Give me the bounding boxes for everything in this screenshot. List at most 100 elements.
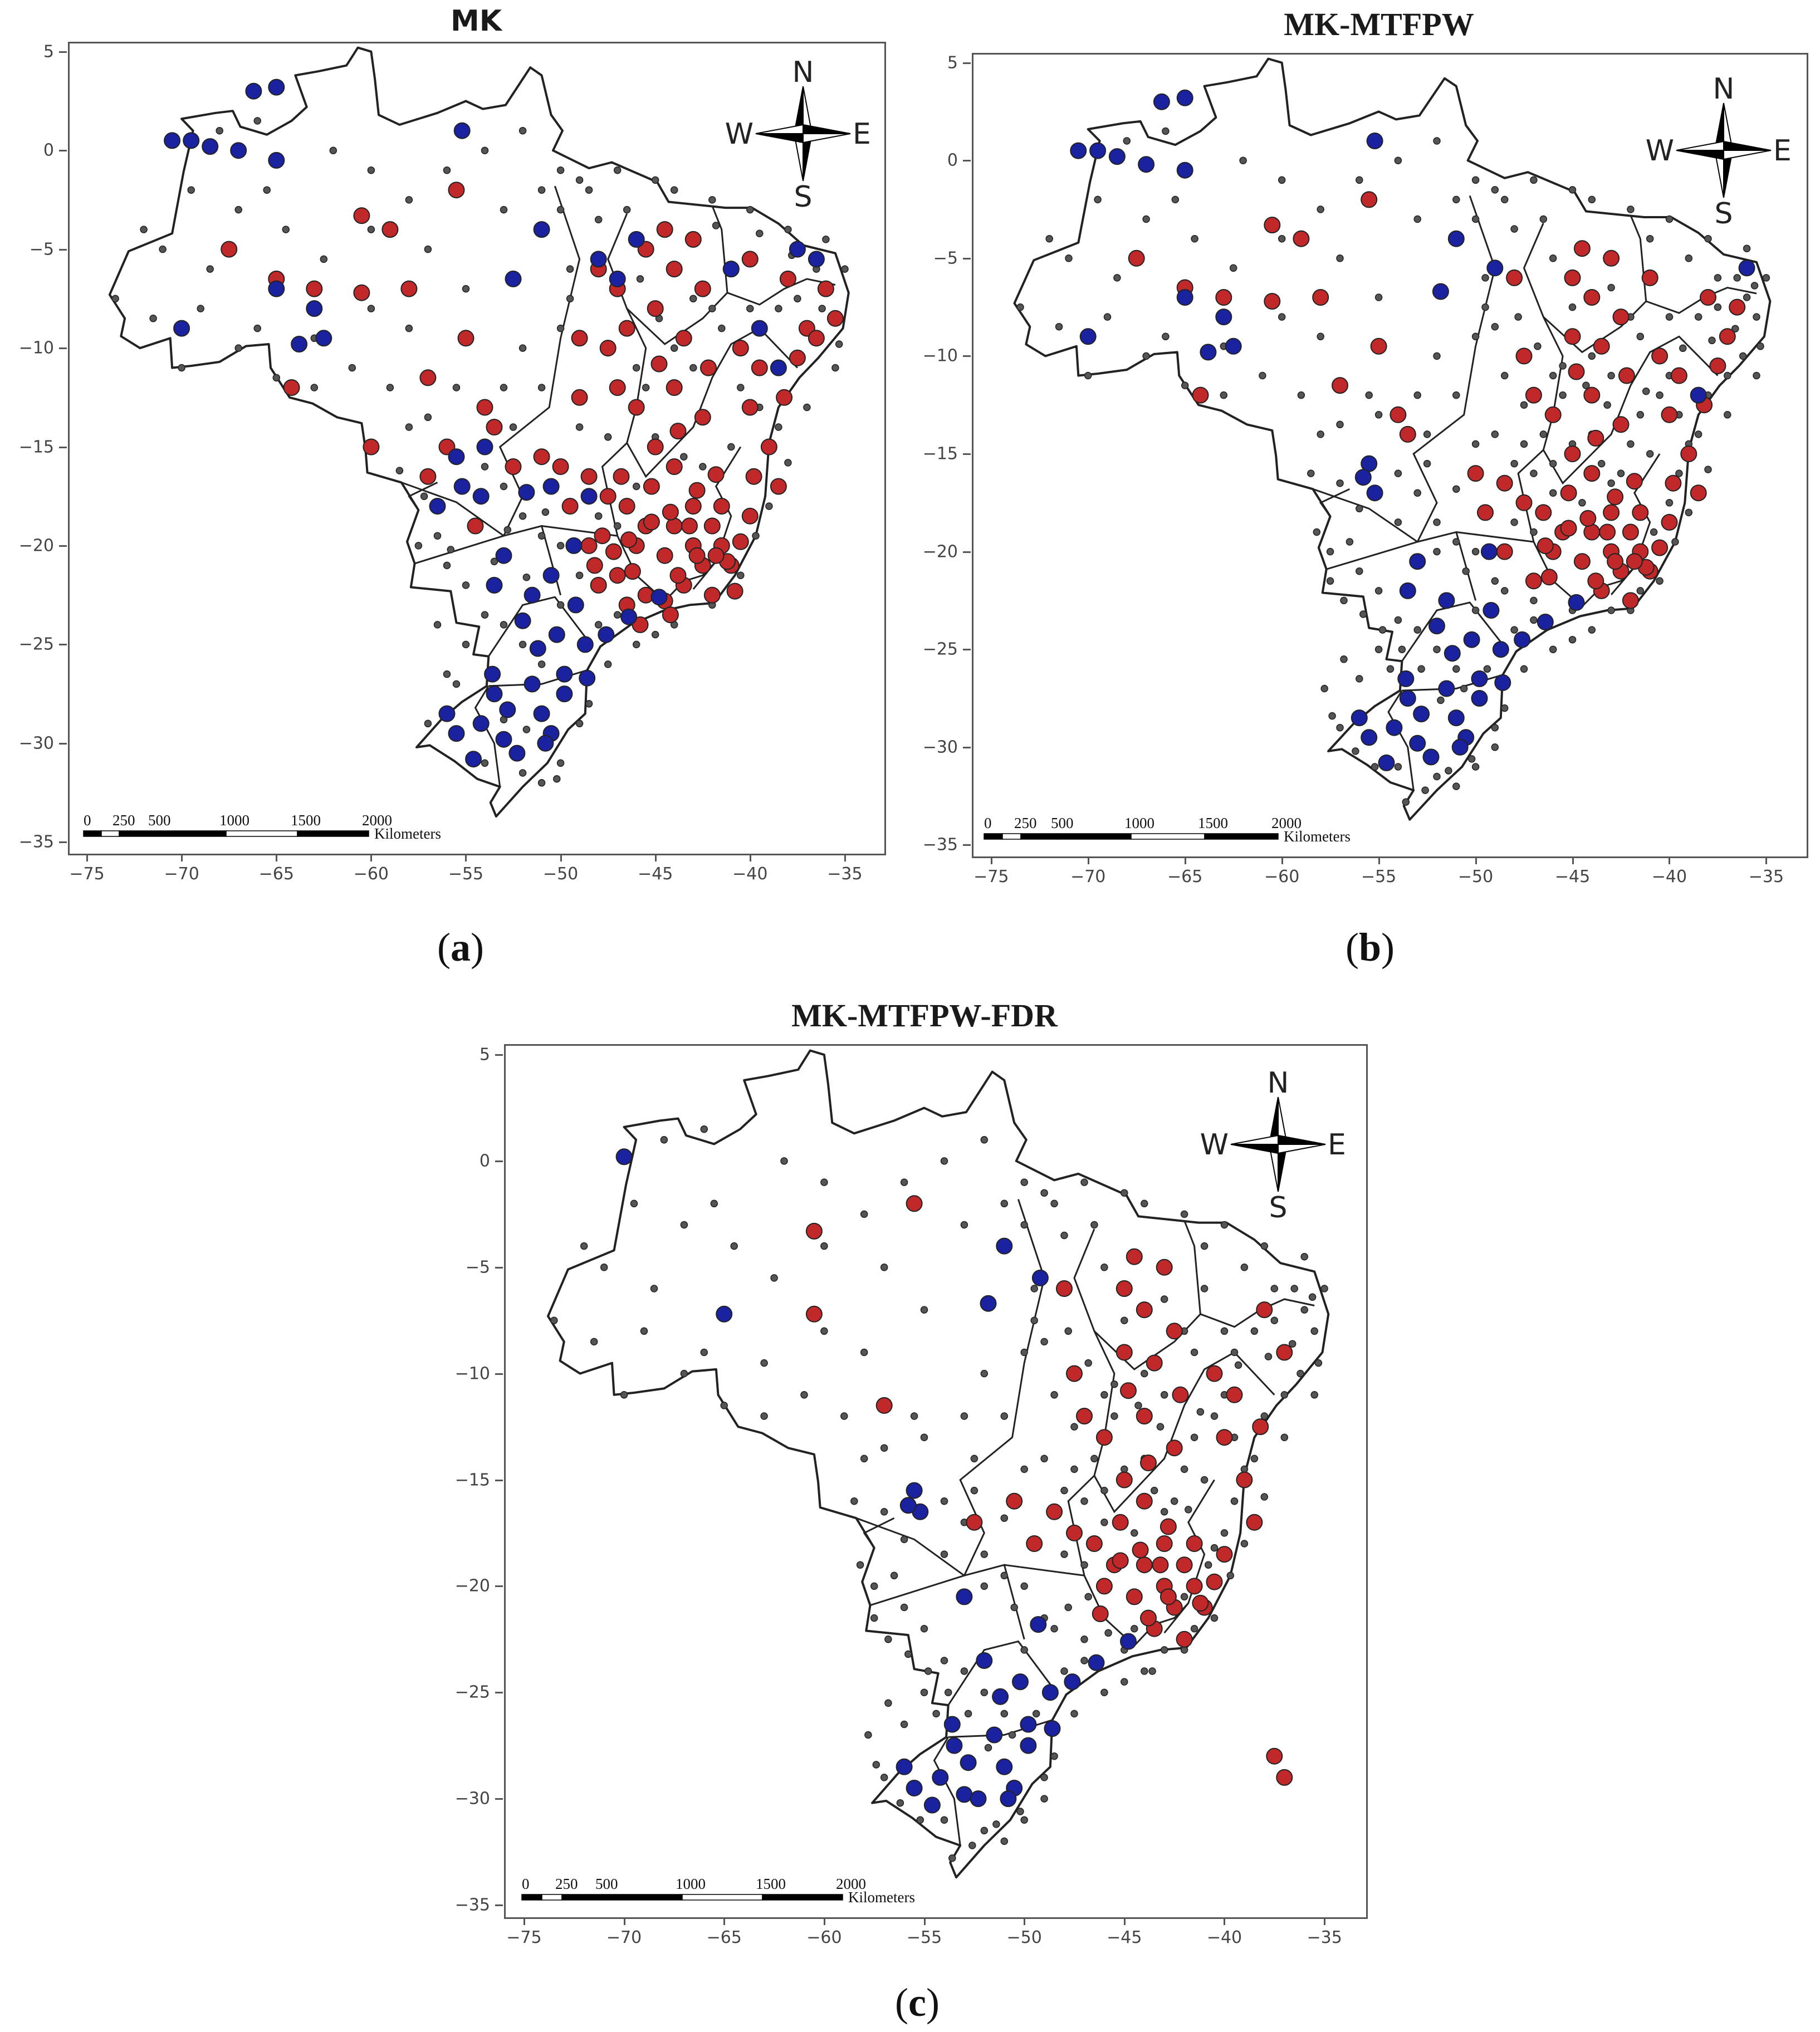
station-point-decreasing (1486, 259, 1504, 277)
station-point-decreasing (518, 484, 535, 501)
station-point-not-significant (1000, 1710, 1009, 1718)
x-tick-label: −40 (732, 864, 768, 884)
station-point-decreasing (923, 1796, 941, 1814)
station-point-decreasing (1397, 670, 1415, 687)
region-border (673, 327, 798, 448)
station-point-increasing (1159, 1518, 1177, 1535)
station-point-increasing (1560, 484, 1577, 502)
station-point-increasing (817, 280, 834, 297)
station-point-increasing (620, 531, 638, 549)
y-tick-label: −25 (18, 634, 54, 654)
station-point-not-significant (1491, 723, 1499, 732)
station-point-increasing (1293, 230, 1310, 247)
station-point-not-significant (500, 482, 508, 491)
station-point-increasing (1176, 1631, 1193, 1648)
station-point-decreasing (980, 1295, 997, 1312)
station-point-increasing (1192, 1594, 1209, 1612)
y-tick-label: −10 (922, 346, 958, 366)
station-point-increasing (966, 1514, 983, 1531)
station-point-increasing (221, 241, 238, 258)
station-point-not-significant (1131, 1624, 1138, 1633)
station-point-not-significant (864, 1731, 872, 1739)
x-tick-label: −45 (638, 864, 673, 884)
compass-letter: N (1713, 72, 1735, 106)
station-point-decreasing (808, 251, 825, 268)
x-tick-label: −45 (1554, 867, 1591, 887)
station-point-increasing (400, 280, 418, 297)
station-point-not-significant (553, 775, 561, 783)
panel-c-caption: (c) (895, 1980, 940, 2025)
station-point-increasing (448, 182, 465, 199)
station-point-decreasing (1176, 89, 1193, 106)
station-point-increasing (1066, 1524, 1083, 1541)
y-tick-mark (495, 1585, 503, 1588)
station-point-increasing (662, 503, 679, 521)
x-tick-mark (1184, 856, 1186, 864)
scale-bar-unit: Kilometers (374, 825, 441, 842)
station-point-not-significant (1134, 1402, 1142, 1409)
station-point-increasing (1116, 1280, 1133, 1297)
y-tick-mark (963, 160, 971, 162)
station-point-not-significant (1308, 1293, 1317, 1301)
station-point-not-significant (737, 571, 745, 579)
station-point-not-significant (1070, 1465, 1078, 1473)
station-point-not-significant (424, 719, 432, 728)
y-tick-label: −20 (922, 542, 958, 562)
station-point-not-significant (1471, 763, 1480, 771)
x-tick-label: −65 (706, 1928, 742, 1947)
x-tick-label: −75 (973, 867, 1009, 887)
scale-bar-segment (682, 1894, 763, 1901)
station-point-increasing (283, 379, 300, 396)
station-point-not-significant (632, 364, 640, 372)
x-tick-label: −70 (606, 1928, 642, 1947)
station-point-increasing (1136, 1556, 1153, 1574)
station-point-not-significant (234, 344, 242, 352)
station-point-not-significant (1340, 655, 1348, 663)
station-point-not-significant (1607, 371, 1615, 380)
region-border (408, 482, 438, 511)
station-point-not-significant (585, 186, 593, 194)
panel-b-caption: (b) (1345, 925, 1395, 970)
station-point-not-significant (1190, 1433, 1198, 1441)
x-tick-mark (1669, 856, 1671, 864)
station-point-increasing (586, 557, 603, 574)
scale-bar-segment (101, 830, 120, 837)
station-point-increasing (1152, 1556, 1169, 1574)
station-point-decreasing (429, 498, 446, 515)
region-border (414, 525, 562, 596)
x-tick-label: −50 (542, 864, 579, 884)
station-point-not-significant (1694, 313, 1702, 321)
station-point-not-significant (1180, 1210, 1188, 1218)
station-point-increasing (726, 582, 743, 600)
x-tick-mark (1224, 1917, 1226, 1925)
station-point-decreasing (1138, 156, 1155, 173)
station-point-not-significant (1045, 234, 1053, 243)
station-point-not-significant (1220, 391, 1228, 399)
station-point-not-significant (1481, 274, 1489, 282)
station-point-decreasing (533, 705, 550, 722)
station-point-increasing (363, 438, 380, 456)
y-tick-label: 5 (479, 1045, 490, 1065)
station-point-not-significant (1030, 1285, 1038, 1292)
compass-letter: W (725, 117, 754, 151)
compass-rose-icon: N S E W (725, 56, 871, 214)
station-point-decreasing (590, 251, 607, 268)
station-point-not-significant (720, 1402, 728, 1409)
station-point-decreasing (906, 1482, 923, 1499)
station-point-increasing (1390, 406, 1407, 423)
station-point-decreasing (268, 151, 285, 169)
region-border (947, 1640, 1057, 1706)
station-point-not-significant (1100, 1519, 1108, 1526)
station-point-decreasing (1070, 142, 1087, 159)
station-point-not-significant (1020, 1178, 1028, 1186)
station-point-not-significant (775, 305, 782, 312)
station-point-decreasing (514, 612, 531, 629)
station-point-not-significant (367, 305, 375, 312)
panel-b-title: MK-MTFPW (1284, 6, 1474, 42)
station-point-not-significant (1141, 1369, 1148, 1378)
region-border (1456, 531, 1583, 608)
station-point-decreasing (1399, 582, 1416, 599)
station-point-not-significant (405, 324, 413, 332)
station-point-increasing (1632, 504, 1649, 521)
station-point-not-significant (541, 508, 550, 516)
